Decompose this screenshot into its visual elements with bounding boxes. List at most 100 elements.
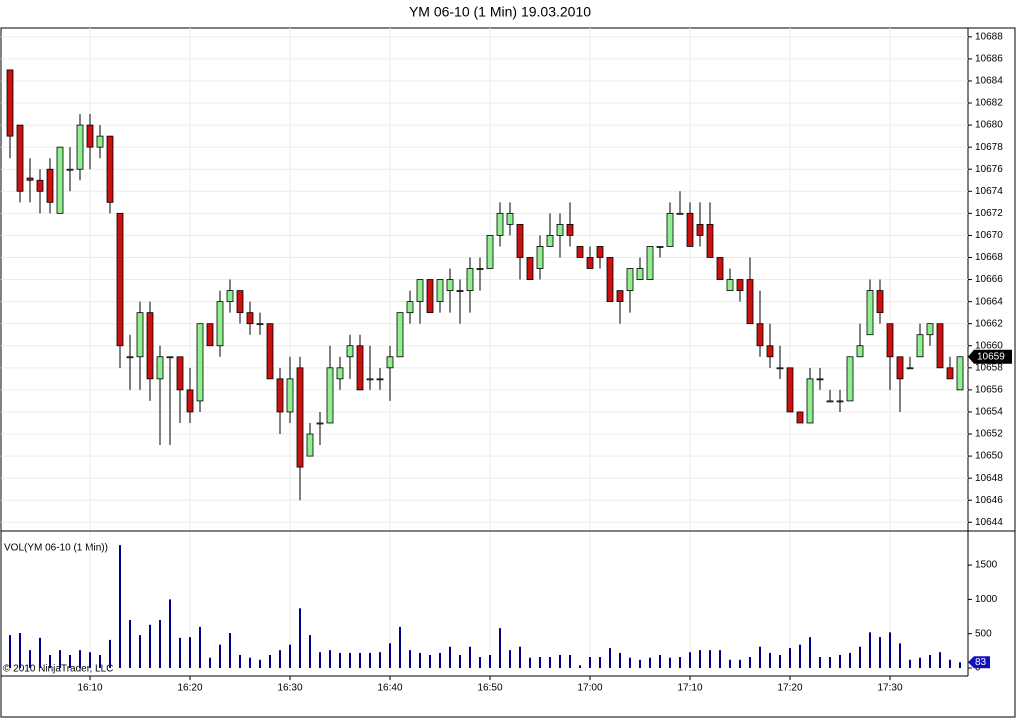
candle-body: [666, 212, 674, 247]
volume-title: VOL(YM 06-10 (1 Min)): [4, 543, 108, 554]
volume-bar: [389, 643, 391, 668]
y-tick-label: 1500: [975, 560, 998, 571]
x-tick-label: 16:50: [477, 683, 502, 694]
candle-body: [316, 422, 324, 425]
candle-body: [686, 212, 694, 247]
chart-title: YM 06-10 (1 Min) 19.03.2010: [409, 4, 591, 20]
candle-body: [116, 212, 124, 347]
volume-bar: [9, 635, 11, 668]
candle-body: [66, 168, 74, 171]
candle-body: [576, 246, 584, 258]
candle-body: [646, 246, 654, 280]
x-tick-label: 17:20: [777, 683, 802, 694]
candle-body: [676, 212, 684, 215]
volume-bar: [279, 650, 281, 668]
y-tick-label: 10646: [975, 495, 1003, 506]
volume-bar: [419, 652, 421, 668]
candle-body: [106, 135, 114, 203]
candle-body: [546, 235, 554, 247]
volume-bar: [429, 654, 431, 668]
volume-bar: [369, 652, 371, 668]
candle-body: [486, 235, 494, 269]
candle-body: [856, 345, 864, 358]
candle-body: [796, 411, 804, 424]
x-tick-label: 17:10: [677, 683, 702, 694]
volume-bar: [489, 654, 491, 668]
volume-bar: [309, 635, 311, 668]
volume-bar: [549, 657, 551, 668]
volume-bar: [859, 646, 861, 668]
candle-body: [566, 223, 574, 236]
volume-bar: [269, 654, 271, 668]
volume-bar: [939, 652, 941, 668]
volume-bar: [719, 650, 721, 668]
candle-body: [296, 367, 304, 468]
candle-body: [176, 356, 184, 391]
volume-bar: [349, 652, 351, 668]
candle-body: [916, 334, 924, 358]
candle-body: [896, 356, 904, 380]
candle-body: [876, 290, 884, 314]
candle-body: [416, 279, 424, 303]
candle-body: [906, 367, 914, 370]
volume-bar: [209, 657, 211, 668]
candle-body: [836, 400, 844, 403]
candle-body: [186, 389, 194, 413]
volume-bar: [889, 632, 891, 668]
candle-body: [806, 378, 814, 424]
volume-bar: [179, 637, 181, 668]
volume-bar: [899, 643, 901, 668]
volume-bar: [79, 650, 81, 668]
y-tick-label: 500: [975, 628, 992, 639]
candle-body: [706, 223, 714, 258]
volume-bar: [439, 652, 441, 668]
volume-bar: [829, 657, 831, 668]
y-tick-label: 10658: [975, 362, 1003, 373]
volume-bar: [729, 659, 731, 668]
volume-bar: [339, 652, 341, 668]
volume-bar: [609, 648, 611, 668]
volume-bar: [409, 650, 411, 668]
volume-bar: [149, 624, 151, 668]
copyright: © 2010 NinjaTrader, LLC: [3, 664, 113, 675]
volume-bar: [499, 628, 501, 668]
candle-body: [436, 279, 444, 303]
candle-body: [336, 367, 344, 380]
y-tick-label: 10648: [975, 473, 1003, 484]
y-tick-label: 10678: [975, 142, 1003, 153]
volume-bar: [379, 652, 381, 668]
y-tick-label: 10680: [975, 120, 1003, 131]
y-tick-label: 10664: [975, 296, 1003, 307]
candle-body: [556, 223, 564, 236]
x-tick-label: 16:10: [77, 683, 102, 694]
y-tick-label: 10662: [975, 318, 1003, 329]
candle-body: [626, 268, 634, 291]
volume-bar: [839, 654, 841, 668]
volume-bar: [879, 637, 881, 668]
candle-body: [476, 268, 484, 270]
volume-bar: [219, 644, 221, 668]
volume-bar: [259, 659, 261, 668]
y-tick-label: 10672: [975, 208, 1003, 219]
candle-body: [586, 257, 594, 269]
volume-bar: [229, 633, 231, 668]
y-tick-label: 10670: [975, 230, 1003, 241]
candle-body: [426, 279, 434, 314]
candle-body: [156, 356, 164, 380]
y-tick-label: 10644: [975, 517, 1003, 528]
volume-bar: [949, 659, 951, 668]
candle-body: [606, 257, 614, 303]
x-tick-label: 17:00: [577, 683, 602, 694]
volume-bar: [819, 657, 821, 668]
candle-body: [276, 378, 284, 413]
candle-body: [356, 345, 364, 391]
volume-bar: [769, 652, 771, 668]
y-tick-label: 10682: [975, 98, 1003, 109]
candle-body: [466, 268, 474, 291]
volume-bar: [759, 646, 761, 668]
candle-body: [446, 279, 454, 291]
volume-bar: [929, 654, 931, 668]
volume-bar: [789, 648, 791, 668]
candle-body: [526, 257, 534, 280]
